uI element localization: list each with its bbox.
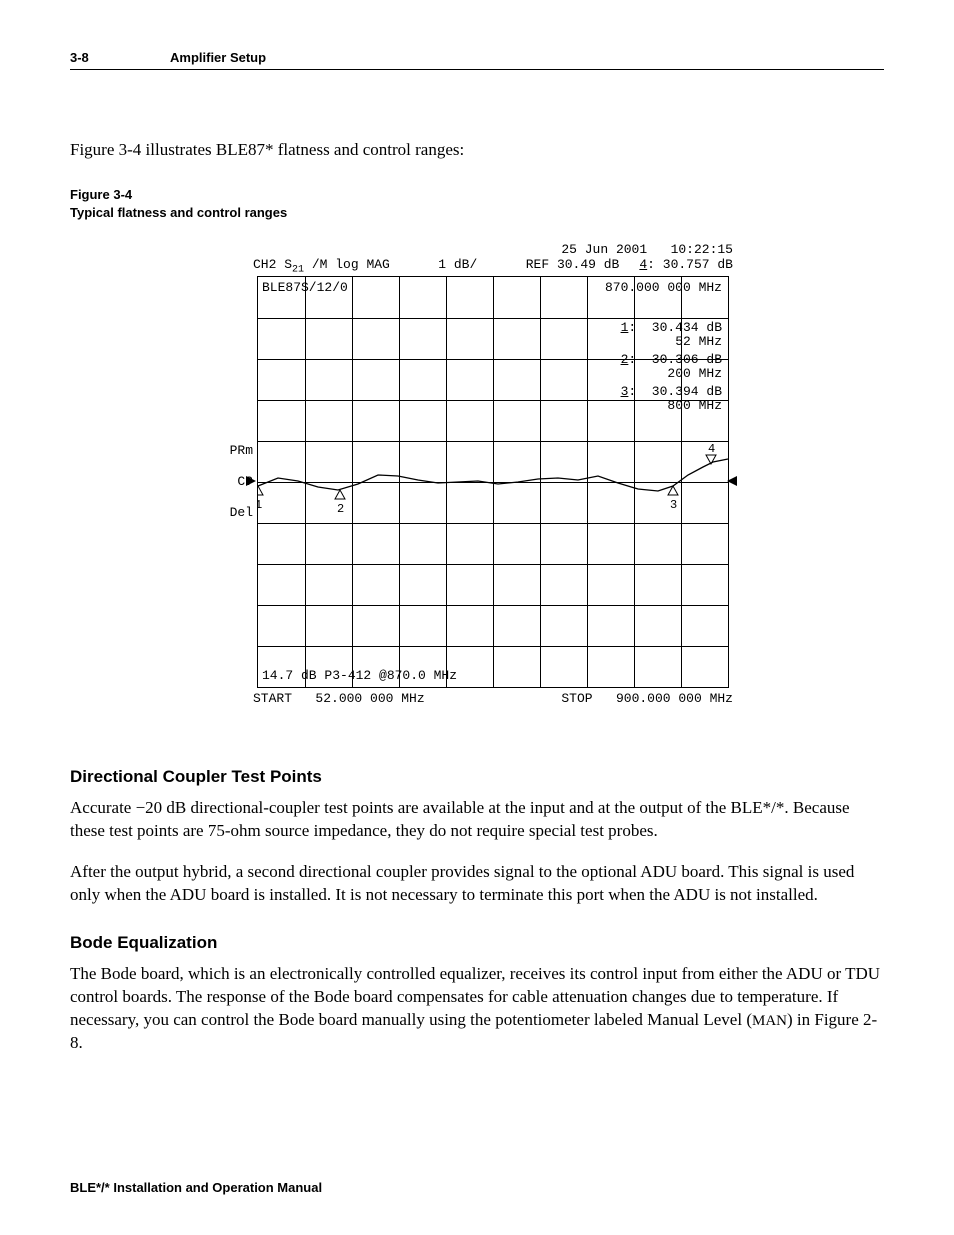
svg-text:3: 3 [670,498,677,512]
na-body: PRm C? Del BLE87S/12/0 870.000 000 MHz 1… [221,276,733,688]
page-header: 3-8 Amplifier Setup [70,50,884,70]
na-axis-labels: START 52.000 000 MHz STOP 900.000 000 MH… [221,692,733,707]
na-marker4-header: 4: 30.757 dB [639,258,733,276]
section-heading: Directional Coupler Test Points [70,767,884,787]
figure-caption-line1: Figure 3-4 [70,186,884,204]
na-left-label: Del [221,506,253,521]
body-paragraph: Accurate −20 dB directional-coupler test… [70,797,884,843]
na-time: 10:22:15 [671,242,733,257]
na-channel: CH2 S21 /M log MAG [253,258,390,276]
na-date: 25 Jun 2001 [561,242,647,257]
na-grid-wrap: BLE87S/12/0 870.000 000 MHz 1: 30.434 dB… [257,276,729,688]
body-paragraph: The Bode board, which is an electronical… [70,963,884,1055]
na-start: START 52.000 000 MHz [253,692,425,707]
svg-text:2: 2 [337,502,344,516]
svg-text:4: 4 [708,442,715,456]
body-paragraph: After the output hybrid, a second direct… [70,861,884,907]
na-left-label: PRm [221,444,253,459]
svg-text:1: 1 [258,498,262,512]
intro-text: Figure 3-4 illustrates BLE87* flatness a… [70,140,884,160]
footer-text: BLE*/* Installation and Operation Manual [70,1180,322,1195]
na-ref: REF 30.49 dB [526,258,620,276]
na-header-row: CH2 S21 /M log MAG 1 dB/ REF 30.49 dB 4:… [221,258,733,276]
page-number: 3-8 [70,50,170,65]
na-stop: STOP 900.000 000 MHz [561,692,733,707]
section-heading: Bode Equalization [70,933,884,953]
network-analyzer-plot: 25 Jun 2001 10:22:15 CH2 S21 /M log MAG … [221,243,733,707]
figure-caption-line2: Typical flatness and control ranges [70,204,884,222]
na-top-datetime: 25 Jun 2001 10:22:15 [221,243,733,258]
na-grid: BLE87S/12/0 870.000 000 MHz 1: 30.434 dB… [257,276,729,688]
header-section-title: Amplifier Setup [170,50,266,65]
figure-caption: Figure 3-4 Typical flatness and control … [70,186,884,221]
page: 3-8 Amplifier Setup Figure 3-4 illustrat… [0,0,954,1235]
chart-container: 25 Jun 2001 10:22:15 CH2 S21 /M log MAG … [70,243,884,707]
na-scale: 1 dB/ [390,258,526,276]
